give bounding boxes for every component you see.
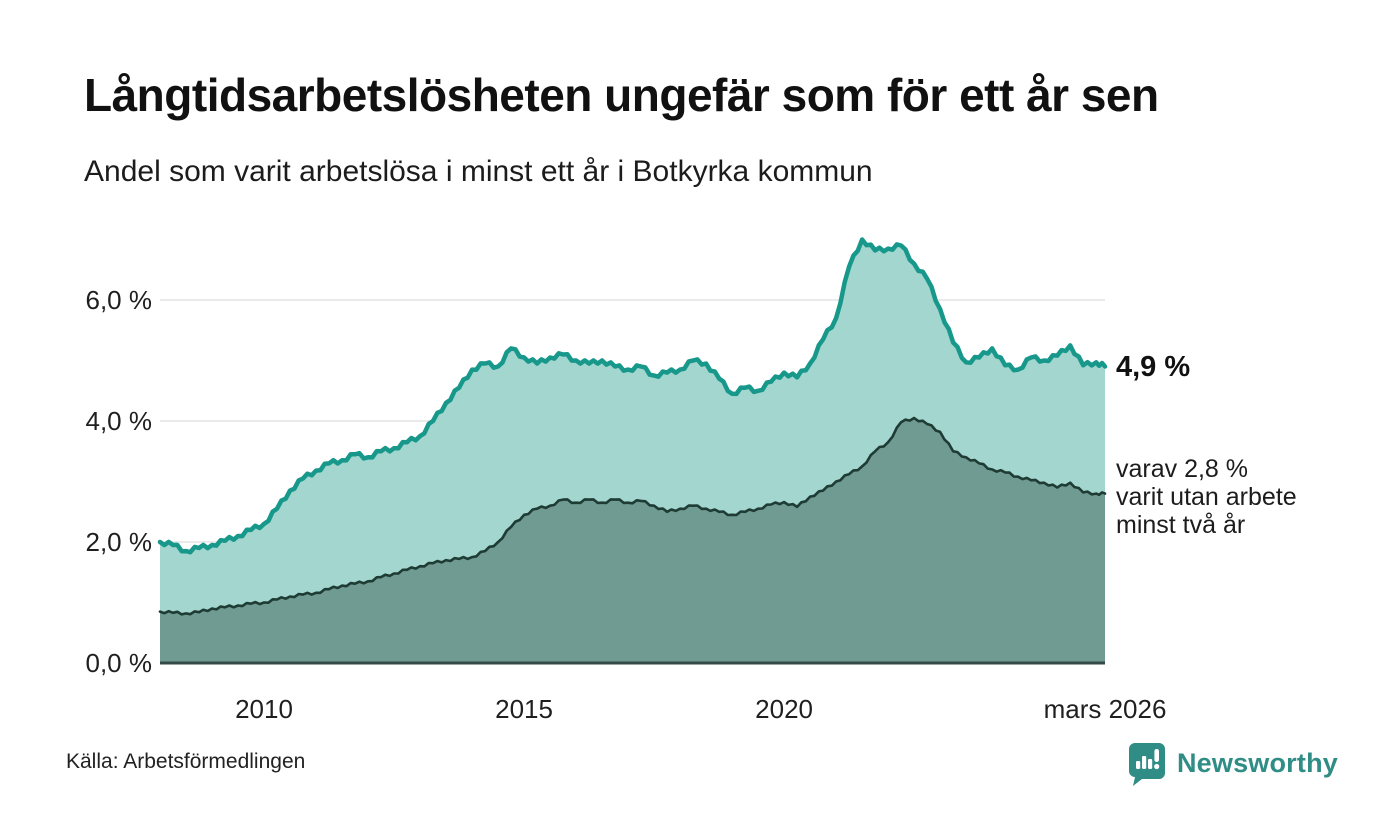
x-axis-tick-mars-2026: mars 2026 [1043, 694, 1167, 724]
y-axis-tick-6: 6,0 % [85, 285, 153, 315]
page-title: Långtidsarbetslösheten ungefär som för e… [84, 69, 1159, 121]
y-axis-tick-4: 4,0 % [85, 406, 153, 436]
secondary-label-line-3: minst två år [1116, 511, 1246, 539]
secondary-label-line-1: varav 2,8 % [1116, 455, 1249, 483]
x-axis-tick-2010: 2010 [235, 694, 293, 724]
source-label: Källa: Arbetsförmedlingen [66, 750, 306, 773]
newsworthy-logo: Newsworthy [1127, 738, 1338, 788]
newsworthy-speech-bubble-chart-icon [1127, 741, 1167, 786]
brand-name: Newsworthy [1176, 747, 1338, 778]
page-subtitle: Andel som varit arbetslösa i minst ett å… [84, 155, 873, 188]
y-axis-tick-2: 2,0 % [85, 527, 153, 557]
secondary-value-label: varav 2,8 % varit utan arbete minst två … [1116, 455, 1346, 539]
line-one-year [157, 237, 1108, 555]
latest-value-label: 4,9 % [1116, 351, 1191, 383]
x-axis-tick-2020: 2020 [755, 694, 814, 724]
area-two-years [160, 418, 1105, 663]
secondary-label-line-2: varit utan arbete [1116, 483, 1297, 511]
y-axis-tick-0: 0,0 % [85, 648, 153, 678]
line-two-years [158, 416, 1107, 616]
x-axis-tick-2015: 2015 [495, 694, 553, 724]
